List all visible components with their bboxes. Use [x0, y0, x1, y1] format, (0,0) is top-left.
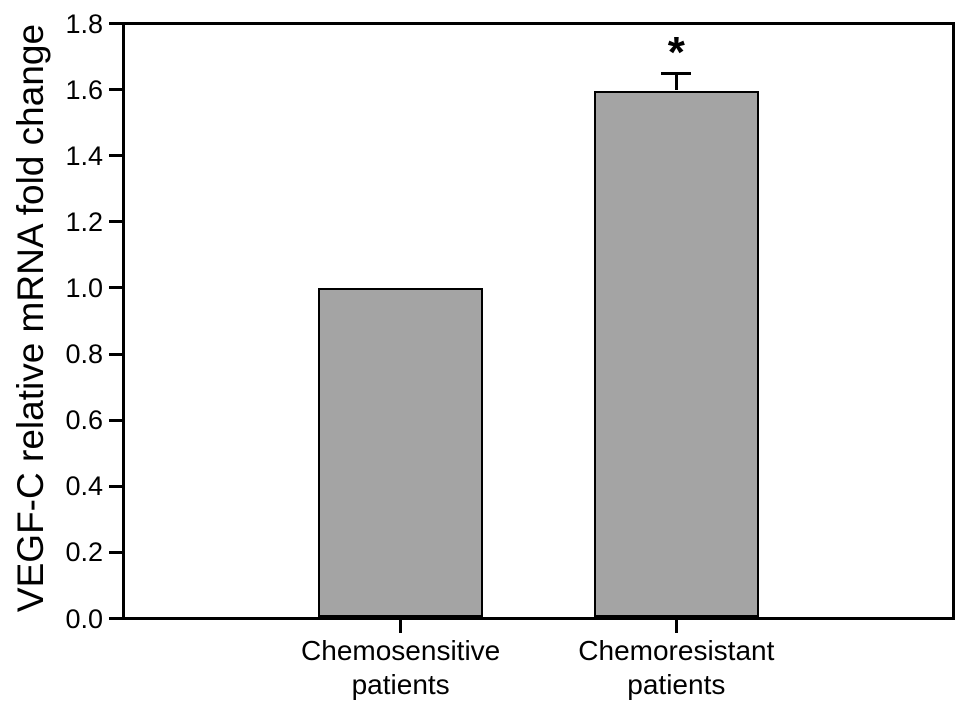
y-tick-label: 1.2	[65, 206, 103, 237]
y-axis-tick	[109, 88, 122, 92]
y-axis-tick	[109, 286, 122, 290]
x-category-label: Chemosensitive patients	[221, 634, 581, 702]
y-tick-label: 0.8	[65, 339, 103, 370]
y-axis-tick	[109, 154, 122, 158]
y-tick-label: 0.2	[65, 537, 103, 568]
y-axis-tick	[109, 22, 122, 25]
y-axis-title: VEGF-C relative mRNA fold change	[10, 23, 51, 613]
y-tick-label: 1.4	[65, 140, 103, 171]
x-category-label-line: patients	[627, 669, 726, 700]
x-category-label-line: Chemoresistant	[578, 635, 775, 666]
x-axis-tick	[399, 620, 403, 633]
error-bar-stem	[674, 73, 678, 90]
y-axis-tick	[109, 220, 122, 224]
y-tick-label: 0.0	[65, 603, 103, 634]
y-axis-tick	[109, 484, 122, 488]
y-axis-tick	[109, 352, 122, 356]
significance-asterisk: *	[667, 28, 685, 78]
x-category-label-line: patients	[351, 669, 450, 700]
bar-chemosensitive-patients	[318, 288, 483, 617]
x-axis-tick	[674, 620, 678, 633]
plot-area	[122, 22, 955, 620]
y-tick-label: 1.6	[65, 74, 103, 105]
y-axis-tick	[109, 418, 122, 422]
bar-chemoresistant-patients	[594, 91, 759, 617]
error-bar-cap	[661, 71, 692, 75]
y-tick-label: 0.4	[65, 471, 103, 502]
x-category-label: Chemoresistant patients	[496, 634, 856, 702]
x-category-label-line: Chemosensitive	[301, 635, 501, 666]
y-axis-tick	[109, 550, 122, 554]
y-tick-label: 1.0	[65, 272, 103, 303]
y-tick-label: 1.8	[65, 8, 103, 39]
y-axis-tick	[109, 617, 122, 620]
y-tick-label: 0.6	[65, 405, 103, 436]
